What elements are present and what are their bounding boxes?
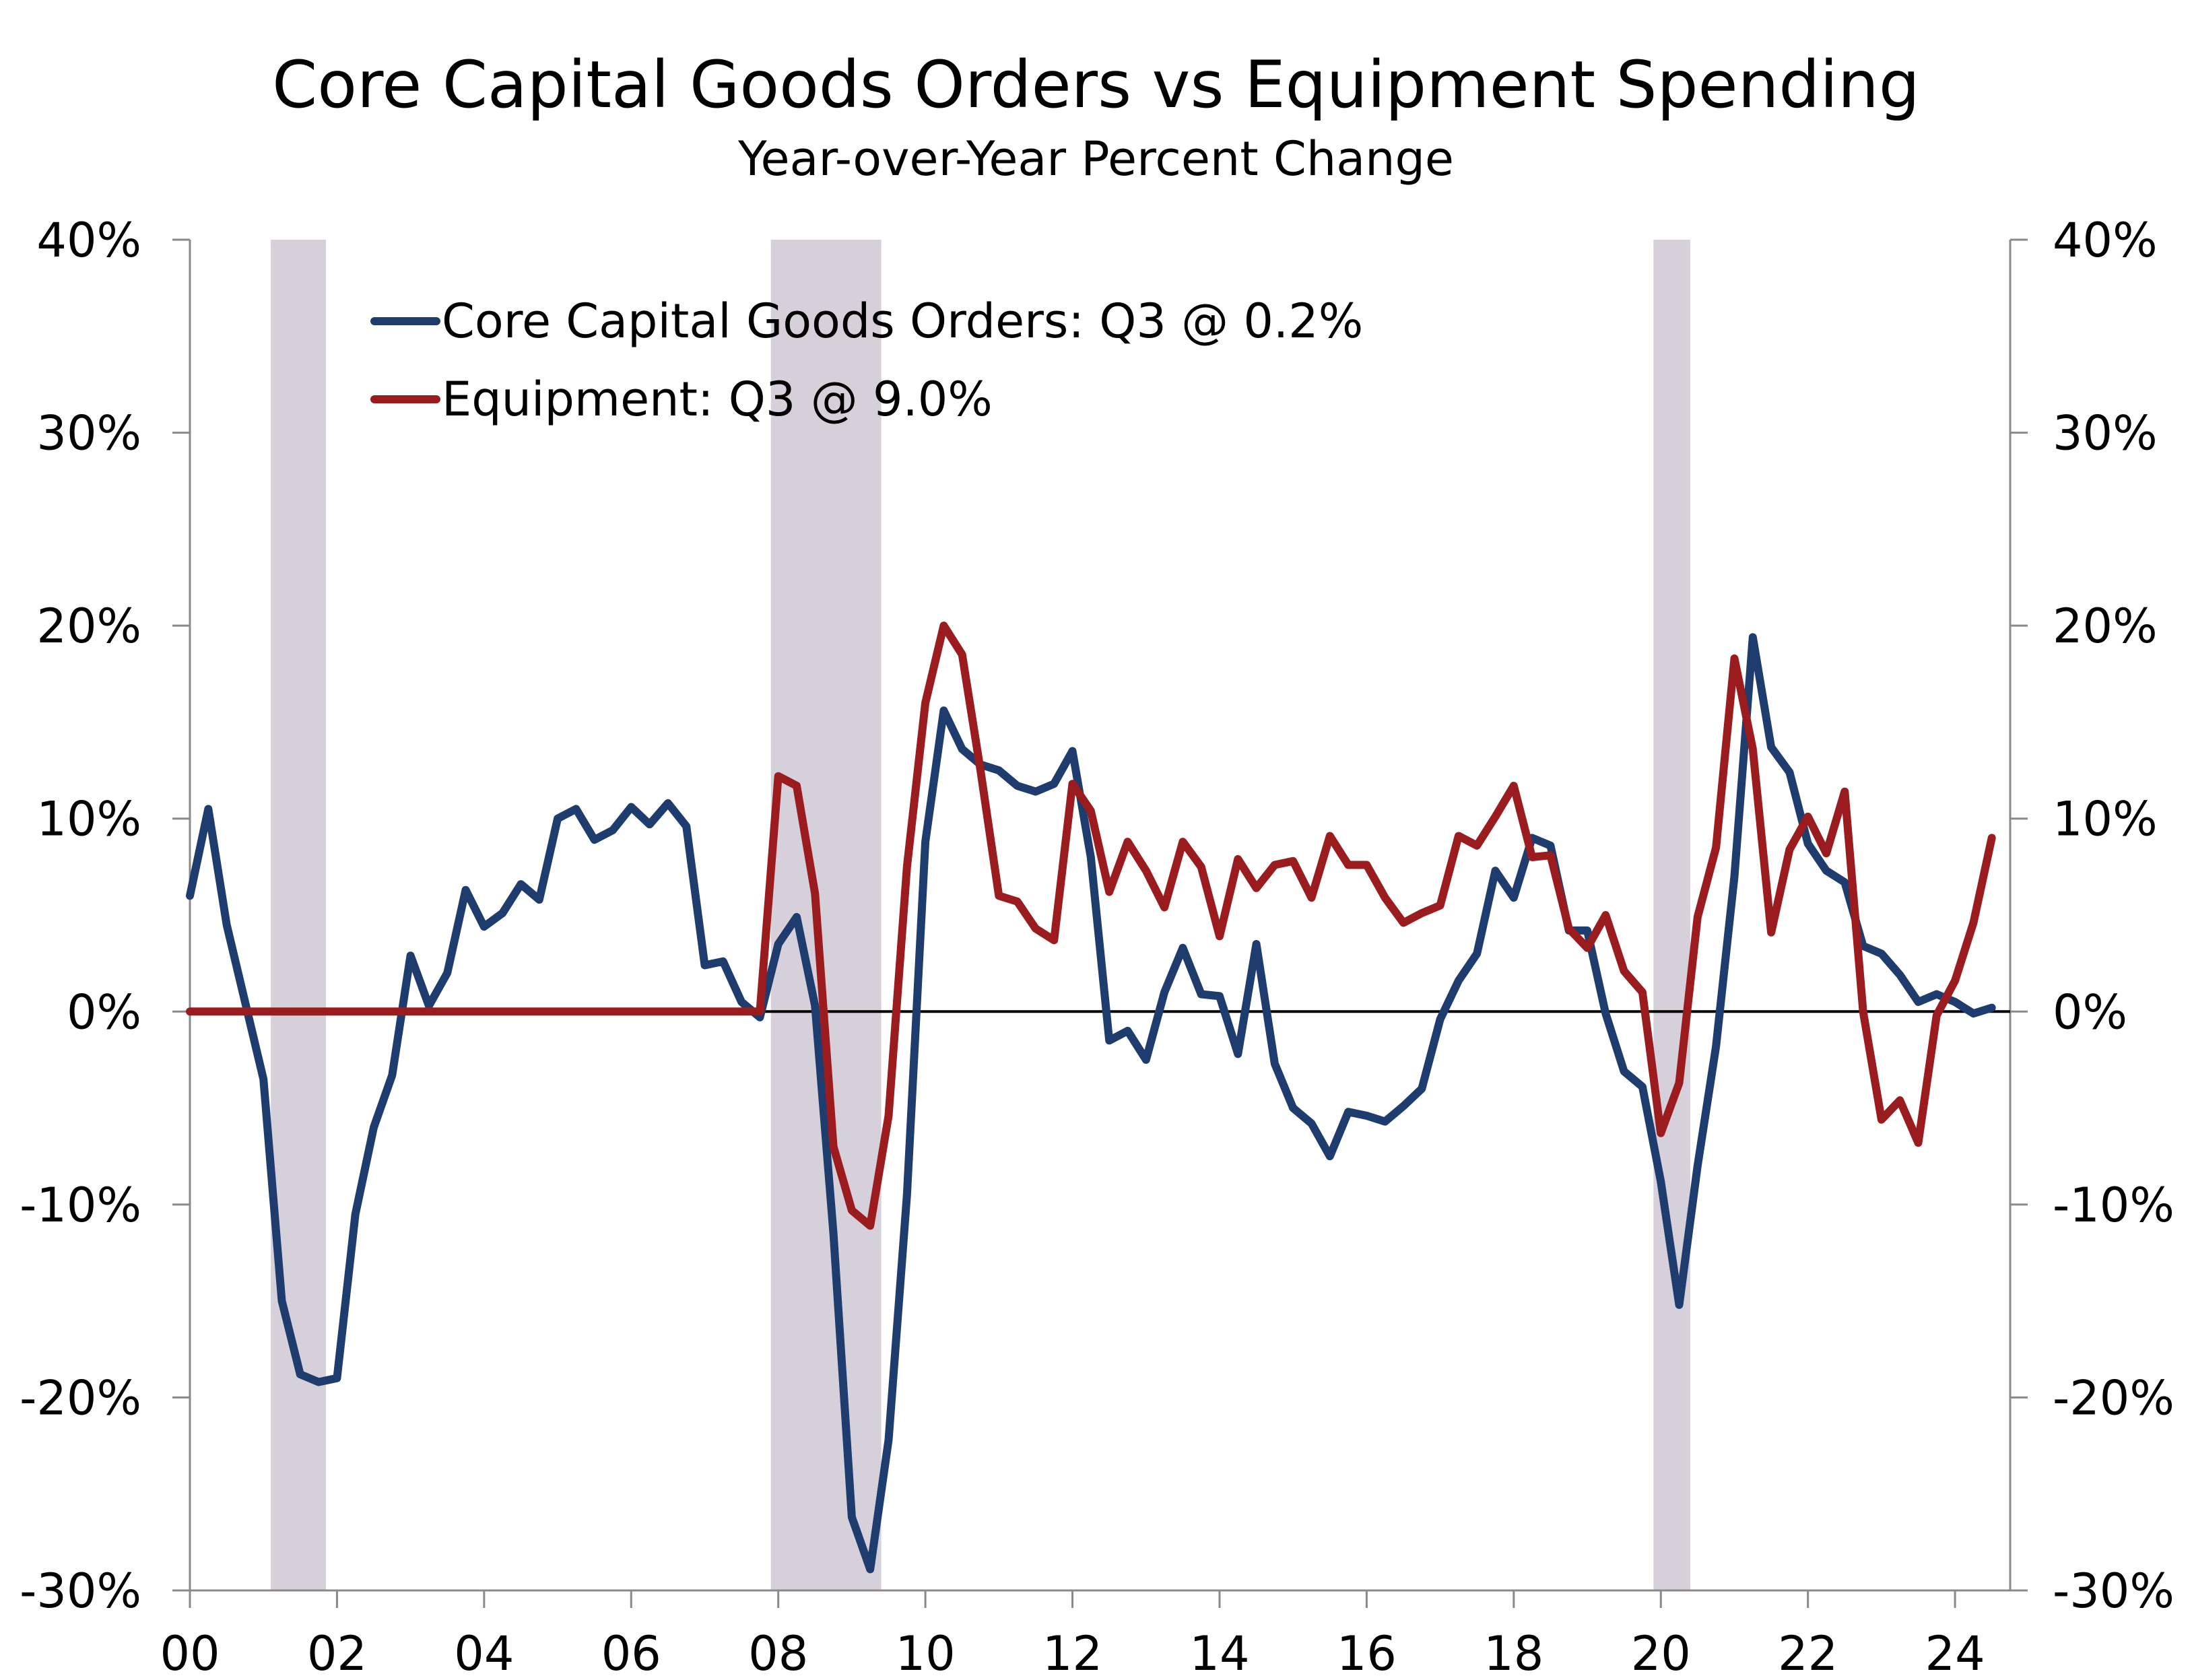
x-tick-label: 24 xyxy=(1925,1626,1985,1680)
chart-subtitle: Year-over-Year Percent Change xyxy=(738,131,1454,187)
y-tick-label-right: -10% xyxy=(2053,1178,2174,1233)
y-tick-label-right: 30% xyxy=(2053,406,2158,461)
y-tick-label-left: 40% xyxy=(36,213,141,268)
recession-band-1 xyxy=(770,240,882,1590)
y-tick-label-left: -20% xyxy=(20,1370,141,1425)
y-tick-label-right: 20% xyxy=(2053,599,2158,654)
series-line-0 xyxy=(186,633,1996,1574)
y-tick-label-left: 20% xyxy=(36,599,141,654)
x-tick-label: 02 xyxy=(307,1626,367,1680)
recession-band-2 xyxy=(1653,240,1690,1590)
y-tick-label-left: 10% xyxy=(36,792,141,847)
x-tick-label: 10 xyxy=(896,1626,956,1680)
legend-label-0: Core Capital Goods Orders: Q3 @ 0.2% xyxy=(442,294,1363,349)
y-tick-label-right: 0% xyxy=(2053,984,2127,1040)
chart-title: Core Capital Goods Orders vs Equipment S… xyxy=(272,47,1920,123)
x-tick-label: 12 xyxy=(1042,1626,1102,1680)
recession-band-0 xyxy=(271,240,327,1590)
y-tick-label-left: -10% xyxy=(20,1178,141,1233)
x-tick-label: 18 xyxy=(1484,1626,1543,1680)
x-tick-label: 20 xyxy=(1631,1626,1691,1680)
x-tick-label: 04 xyxy=(454,1626,514,1680)
x-tick-label: 06 xyxy=(601,1626,661,1680)
y-tick-label-left: -30% xyxy=(20,1564,141,1619)
y-tick-label-right: -30% xyxy=(2053,1564,2174,1619)
x-tick-label: 00 xyxy=(160,1626,220,1680)
y-tick-label-right: -20% xyxy=(2053,1370,2174,1425)
x-tick-label: 16 xyxy=(1337,1626,1397,1680)
x-tick-label: 08 xyxy=(748,1626,808,1680)
y-tick-label-right: 40% xyxy=(2053,213,2158,268)
x-tick-label: 22 xyxy=(1778,1626,1838,1680)
y-tick-label-left: 30% xyxy=(36,406,141,461)
x-tick-label: 14 xyxy=(1189,1626,1249,1680)
series-line-1 xyxy=(186,621,1996,1230)
y-tick-label-right: 10% xyxy=(2053,792,2158,847)
legend-label-1: Equipment: Q3 @ 9.0% xyxy=(442,372,993,427)
y-tick-label-left: 0% xyxy=(67,984,141,1040)
